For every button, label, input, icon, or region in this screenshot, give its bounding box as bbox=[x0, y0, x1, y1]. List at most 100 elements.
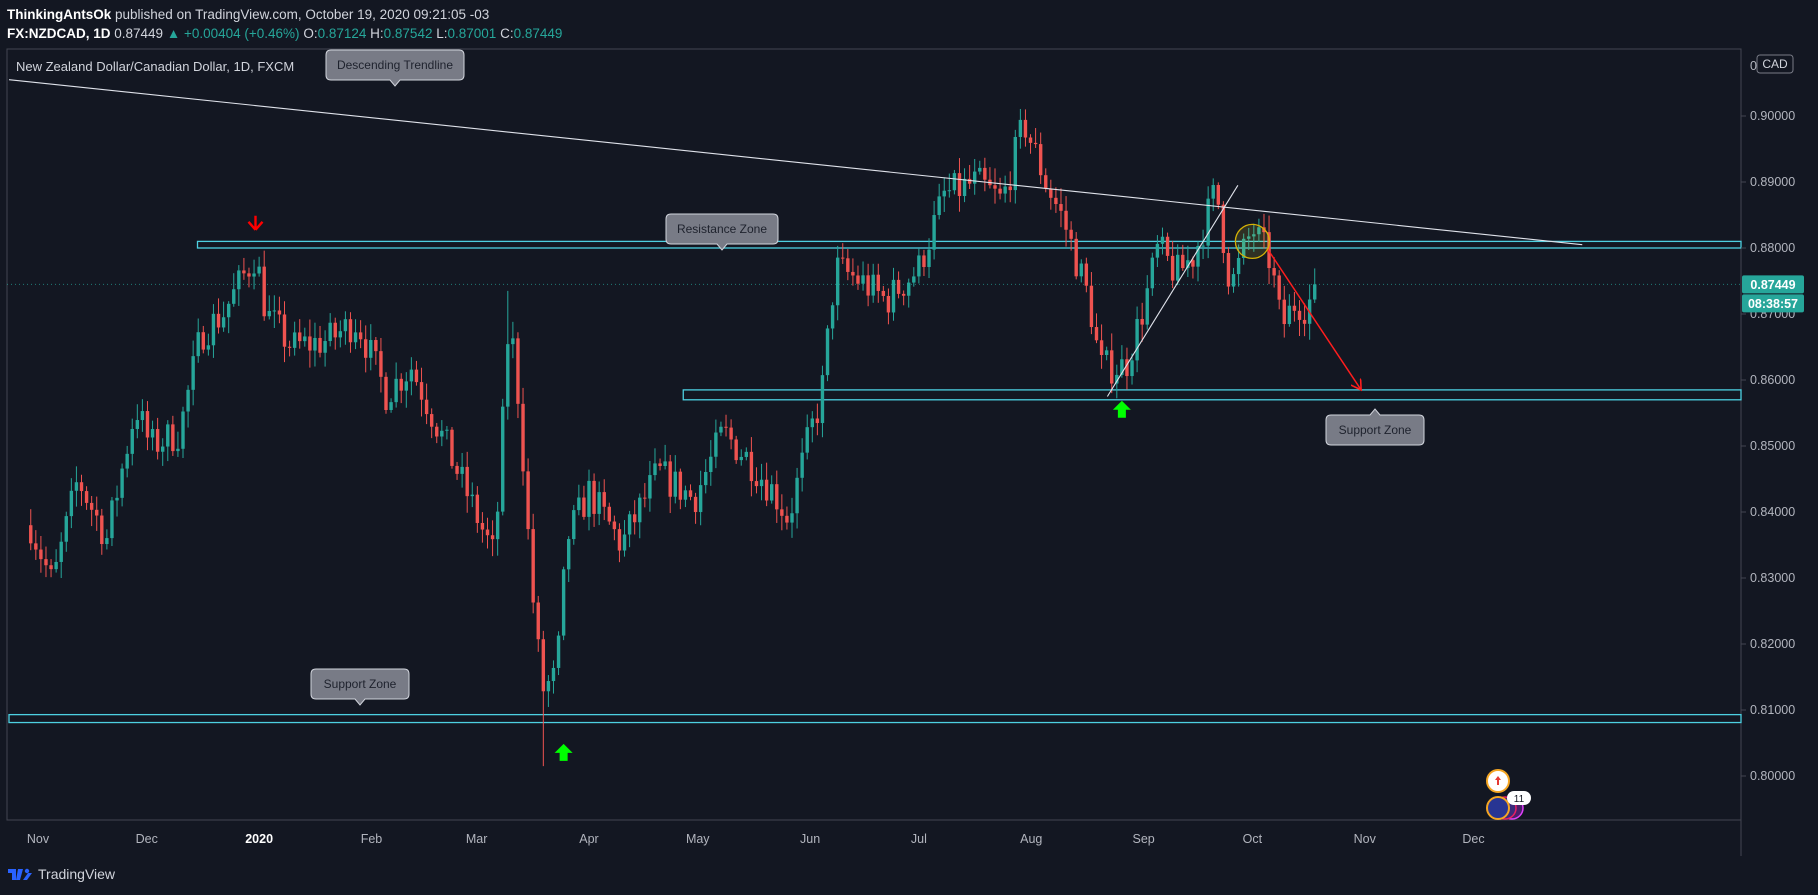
candle-body bbox=[282, 314, 287, 347]
candle-body bbox=[1170, 255, 1175, 281]
candle-body bbox=[780, 509, 784, 516]
candle-body bbox=[196, 332, 200, 357]
candle-body bbox=[830, 305, 835, 329]
price-tick-label: 0.85000 bbox=[1750, 439, 1795, 453]
resistance-zone-label[interactable]: Resistance Zone bbox=[665, 213, 779, 251]
time-tick-label: Nov bbox=[27, 832, 50, 846]
candle-body bbox=[49, 565, 53, 570]
drawings-layer: 11 bbox=[8, 79, 1583, 820]
low-value: 0.87001 bbox=[447, 26, 497, 41]
currency-badge-text: CAD bbox=[1762, 57, 1788, 71]
candle-body bbox=[932, 215, 936, 250]
candle-body bbox=[521, 403, 525, 472]
candle-body bbox=[414, 369, 419, 383]
price-tick-label: 0.81000 bbox=[1750, 703, 1795, 717]
candle-body bbox=[577, 497, 581, 511]
support-zone-label-lower-text: Support Zone bbox=[324, 677, 397, 691]
candle-body bbox=[440, 430, 444, 437]
candle-body bbox=[967, 178, 972, 184]
time-tick-label: Mar bbox=[466, 832, 488, 846]
time-tick-label: Jun bbox=[800, 832, 820, 846]
candle-body bbox=[856, 275, 860, 284]
candle-body bbox=[379, 351, 383, 377]
candle-body bbox=[1231, 274, 1236, 287]
event-count-badge bbox=[1507, 791, 1531, 805]
open-label: O: bbox=[303, 26, 318, 41]
candle-body bbox=[44, 559, 48, 566]
candle-body bbox=[1054, 197, 1058, 205]
candle-body bbox=[825, 328, 830, 376]
candle-body bbox=[374, 340, 378, 352]
green-up-arrow-icon bbox=[554, 743, 573, 761]
support-zone-label-lower-box bbox=[310, 668, 410, 706]
candle-body bbox=[546, 681, 551, 692]
candle-body bbox=[1094, 327, 1099, 341]
candle-body bbox=[668, 461, 672, 497]
candle-body bbox=[105, 538, 109, 545]
candle-body bbox=[1104, 350, 1109, 356]
candle-body bbox=[252, 273, 256, 277]
last-price-label: 0.87449 bbox=[1750, 278, 1795, 292]
candle-body bbox=[480, 522, 485, 530]
tradingview-brand[interactable]: TradingView bbox=[8, 866, 115, 882]
candle-body bbox=[612, 521, 617, 530]
candle-body bbox=[369, 340, 373, 358]
candle-body bbox=[719, 426, 723, 433]
candle-body bbox=[815, 418, 820, 424]
candle-body bbox=[399, 378, 403, 391]
candle-body bbox=[166, 424, 170, 447]
candle-body bbox=[226, 303, 231, 318]
candle-body bbox=[242, 270, 246, 274]
candle-body bbox=[983, 167, 987, 180]
currency-badge[interactable]: CAD bbox=[1756, 54, 1794, 74]
price-tick-label: 0.90000 bbox=[1750, 109, 1795, 123]
high-value: 0.87542 bbox=[383, 26, 433, 41]
price-tick-label: 0.83000 bbox=[1750, 571, 1795, 585]
candle-body bbox=[1115, 374, 1119, 384]
candle-body bbox=[866, 275, 870, 296]
candle-body bbox=[973, 171, 977, 184]
time-axis: Nov Dec 2020 Feb Mar Apr May Jun Jul Aug Sep Oct Nov… bbox=[27, 832, 1485, 846]
candle-body bbox=[1013, 136, 1017, 191]
candle-body bbox=[749, 451, 754, 482]
support-zone-label-lower[interactable]: Support Zone bbox=[310, 668, 410, 706]
candle-body bbox=[627, 514, 632, 535]
descending-trendline-label[interactable]: Descending Trendline bbox=[325, 49, 465, 87]
candle-body bbox=[120, 468, 124, 498]
candle-body bbox=[1084, 263, 1089, 286]
event-count: 11 bbox=[1514, 794, 1525, 805]
candle-body bbox=[648, 475, 652, 499]
candle-body bbox=[1028, 137, 1033, 143]
candle-body bbox=[1252, 234, 1256, 237]
support-zone-label-upper-text: Support Zone bbox=[1339, 423, 1412, 437]
brand-label: TradingView bbox=[38, 866, 116, 882]
candle-body bbox=[1247, 236, 1251, 239]
labels-layer: Descending Trendline Resistance Zone Suppo… bbox=[310, 49, 1425, 706]
candle-body bbox=[364, 339, 368, 358]
candle-body bbox=[993, 185, 997, 189]
support-zone-label-upper[interactable]: Support Zone bbox=[1325, 408, 1425, 446]
price-tick-label: 0.80000 bbox=[1750, 769, 1795, 783]
time-tick-label: Apr bbox=[579, 832, 598, 846]
candle-body bbox=[1033, 142, 1038, 145]
highlight-circle bbox=[1234, 223, 1271, 260]
candle-body bbox=[861, 275, 865, 284]
high-label: H: bbox=[370, 26, 384, 41]
candle-body bbox=[1191, 260, 1195, 267]
time-tick-label: Nov bbox=[1354, 832, 1377, 846]
author-name[interactable]: ThinkingAntsOk bbox=[7, 7, 112, 22]
candle-body bbox=[358, 332, 363, 340]
candle-body bbox=[1038, 144, 1043, 176]
candle-body bbox=[191, 356, 195, 390]
candle-body bbox=[835, 257, 840, 306]
price-chart[interactable]: 11 0.800000.810000.820000.830000.840000.… bbox=[0, 48, 1818, 858]
candle-body bbox=[1302, 319, 1307, 324]
candle-body bbox=[800, 452, 804, 478]
time-tick-label: 2020 bbox=[245, 832, 273, 846]
candle-body bbox=[942, 190, 946, 197]
candle-body bbox=[998, 188, 1002, 194]
candle-body bbox=[1059, 204, 1063, 211]
time-tick-label: Dec bbox=[136, 832, 158, 846]
countdown-tag bbox=[1742, 294, 1804, 313]
resistance-zone-rect bbox=[196, 240, 1742, 249]
